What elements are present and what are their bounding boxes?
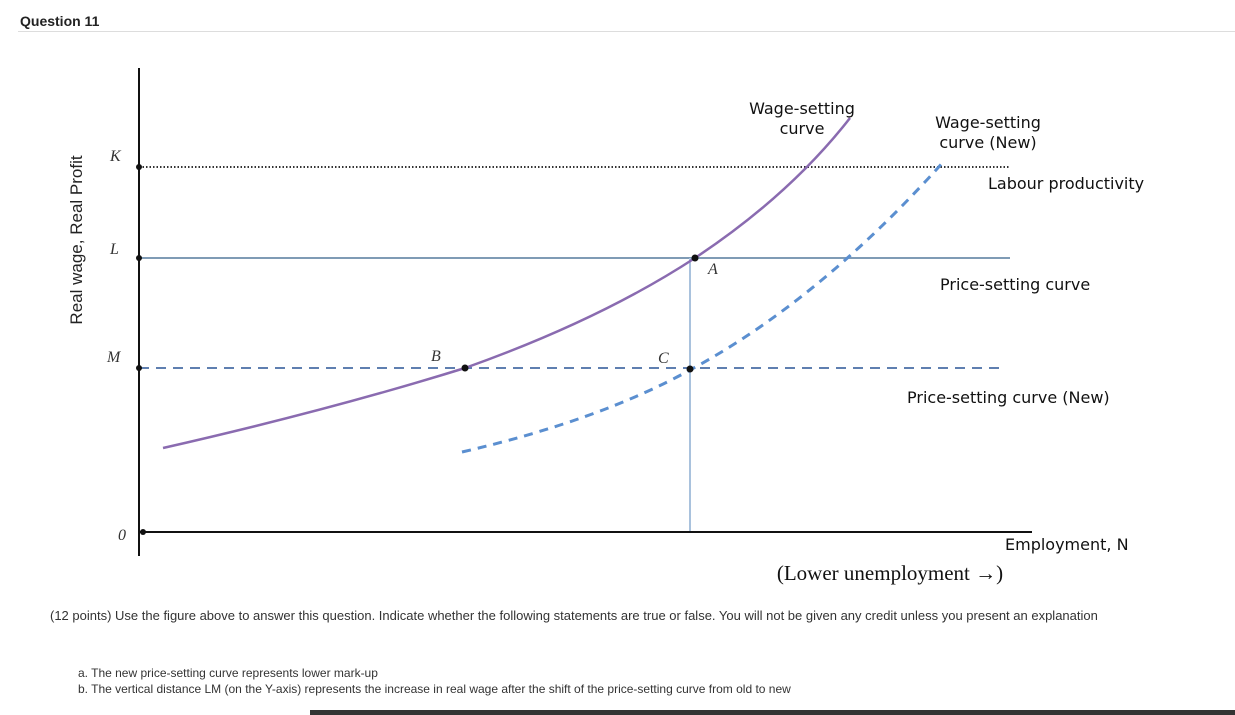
point [136,365,142,371]
x-axis-label: Employment, N [1005,535,1129,554]
point [461,364,469,372]
scroll-bar [310,710,1235,715]
curve-label: Price-setting curve [940,275,1090,294]
y-label: 0 [118,527,126,544]
point [140,529,146,535]
point [686,365,694,373]
point-label: A [707,261,718,278]
points [136,164,699,535]
x-axis-note: (Lower unemployment →) [777,561,1003,585]
curve-label: Labour productivity [988,174,1144,193]
curve-label: curve [780,119,825,138]
question-item: a. The new price-setting curve represent… [78,666,378,680]
question-item: b. The vertical distance LM (on the Y-ax… [78,682,791,696]
curve-label: Wage-setting [935,113,1041,132]
point [136,164,142,170]
curve-label: curve (New) [939,133,1036,152]
y-label: K [109,148,122,165]
header-rule [18,31,1235,32]
point-label: C [658,350,669,367]
point [691,254,699,262]
point [136,255,142,261]
point-label: B [431,348,441,365]
curve-label: Price-setting curve (New) [907,388,1110,407]
y-label: M [106,349,122,366]
figure: Real wage, Real Profit K L M 0 A B C Wag… [67,68,1144,585]
curve-label: Wage-setting [749,99,855,118]
y-label: L [109,241,119,258]
wage-setting-curve [162,117,851,450]
y-axis-label: Real wage, Real Profit [67,155,86,324]
wage-setting-new-curve [461,159,947,454]
question-text: (12 points) Use the figure above to answ… [50,608,1098,623]
question-items: a. The new price-setting curve represent… [78,665,791,697]
question-title: Question 11 [20,13,100,29]
